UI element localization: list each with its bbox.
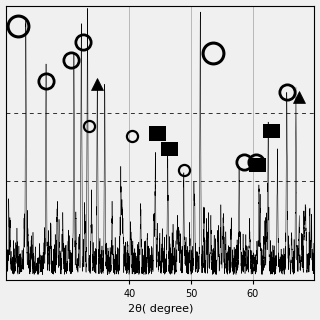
Bar: [148, 126, 166, 141]
Bar: [161, 142, 178, 156]
X-axis label: 2θ( degree): 2θ( degree): [128, 304, 193, 315]
Bar: [249, 158, 266, 172]
Bar: [263, 124, 280, 138]
